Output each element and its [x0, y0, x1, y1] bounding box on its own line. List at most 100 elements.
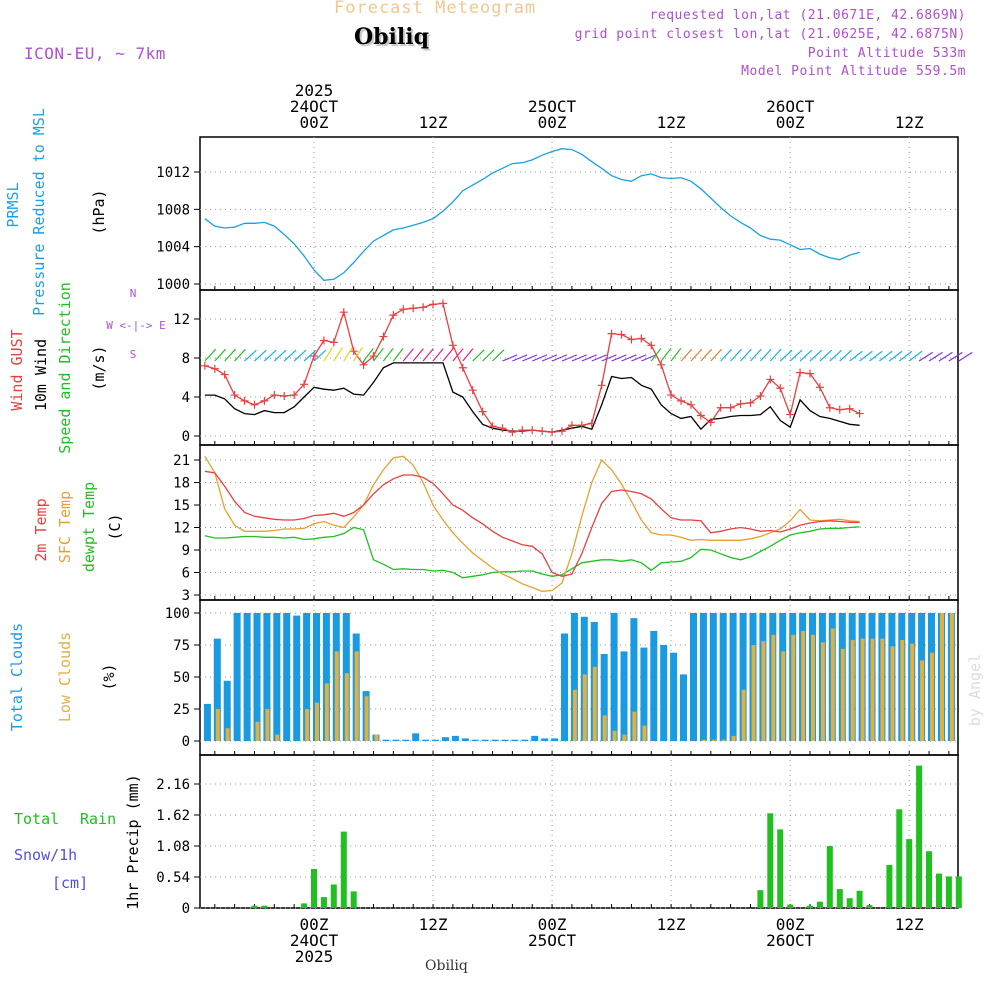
total-cloud-bar — [670, 652, 678, 741]
total-cloud-bar — [293, 615, 301, 741]
wind-gust-axis-label: Wind GUST — [8, 329, 26, 410]
wind-direction-axis-label: Speed and Direction — [56, 282, 74, 454]
wind-gust-line-marker — [677, 396, 686, 405]
y-tick-label: 8 — [182, 351, 190, 367]
wind-gust-line-marker — [200, 361, 209, 370]
y-tick-label: 1008 — [156, 202, 190, 218]
precip-rain-label: Rain — [80, 810, 116, 828]
low-cloud-bar — [890, 646, 895, 741]
total-cloud-bar — [739, 613, 747, 741]
wind-direction-arrow — [343, 347, 353, 362]
total-cloud-bar — [729, 613, 737, 741]
low-cloud-bar — [751, 645, 756, 741]
time-axis-label: 2025 — [295, 947, 334, 966]
wind-direction-arrow — [482, 349, 495, 362]
wind-direction-arrow — [333, 347, 343, 362]
wind-direction-arrow — [392, 347, 404, 362]
low-cloud-bar — [870, 638, 875, 741]
rain-bar — [846, 898, 853, 908]
time-axis-label: 00Z — [538, 113, 567, 132]
y-tick-label: 1.62 — [156, 808, 190, 824]
wind-gust-line-marker — [310, 352, 318, 361]
wind-gust-line-marker — [706, 418, 715, 427]
y-tick-label: 0 — [182, 429, 190, 445]
rain-bar — [777, 829, 784, 908]
total-cloud-bar — [303, 613, 311, 741]
wind-direction-arrow — [710, 348, 723, 362]
wind-direction-arrow — [313, 349, 327, 362]
wind-direction-arrow — [402, 348, 414, 362]
wind-gust-line-marker — [657, 360, 666, 369]
low-cloud-bar — [215, 709, 220, 741]
total-cloud-bar — [322, 613, 330, 741]
time-axis-label: 00Z — [776, 113, 805, 132]
wind-gust-line-marker — [478, 407, 487, 416]
y-tick-label: 25 — [173, 702, 190, 718]
wind-direction-arrow — [799, 349, 813, 362]
time-axis-label: 24OCT — [290, 931, 339, 950]
dewpoint-line — [204, 526, 860, 579]
y-tick-label: 1004 — [156, 240, 190, 256]
wind-gust-line-marker — [587, 419, 596, 428]
time-axis-label: 25OCT — [528, 931, 577, 950]
low-cloud-bar — [781, 651, 786, 741]
y-tick-label: 1000 — [156, 277, 190, 293]
rain-bar — [936, 873, 942, 908]
low-cloud-bar — [761, 641, 766, 741]
wind-direction-arrow — [522, 354, 538, 362]
wind-direction-arrow — [750, 348, 762, 362]
wind-direction-arrow — [898, 350, 913, 362]
wind-direction-arrow — [948, 351, 963, 362]
wind-direction-arrow — [373, 347, 384, 362]
wind-gust-line-marker — [419, 303, 428, 312]
total-cloud-bar — [610, 613, 618, 741]
wind-direction-arrow — [382, 347, 394, 362]
wind-direction-arrow — [740, 348, 752, 362]
wind-direction-arrow — [759, 348, 772, 362]
rain-bar — [896, 809, 903, 908]
y-tick-label: 1012 — [156, 165, 190, 181]
low-cloud-bar — [592, 666, 597, 741]
total-cloud-bar — [690, 613, 697, 741]
rain-bar — [311, 869, 317, 908]
low-cloud-bar — [632, 711, 637, 741]
total-cloud-bar — [630, 618, 638, 741]
y-tick-label: 0.54 — [156, 870, 190, 886]
wind-gust-line-marker — [280, 392, 289, 401]
wind-direction-arrow — [829, 349, 843, 362]
wind-direction-arrow — [621, 354, 637, 362]
low-cloud-bar — [791, 634, 796, 741]
low-cloud-bar — [820, 642, 825, 741]
wind-direction-arrow — [244, 349, 257, 362]
total-cloud-bar — [620, 651, 628, 741]
rain-bar — [330, 884, 337, 908]
wind-direction-arrow — [879, 350, 893, 362]
wind-direction-arrow — [442, 348, 454, 362]
low-cloud-bar — [880, 638, 885, 741]
wind-direction-arrow — [532, 354, 548, 362]
wind-direction-arrow — [938, 351, 953, 362]
dewpoint-axis-label: dewpt Temp — [80, 482, 98, 572]
rain-bar — [916, 765, 923, 908]
total-cloud-bar — [223, 680, 231, 741]
wind-direction-arrow — [412, 348, 424, 362]
wind-gust-line-marker — [627, 335, 636, 344]
total-cloud-bar — [402, 739, 410, 741]
total-cloud-bar — [422, 739, 430, 741]
wind-direction-arrow — [303, 349, 317, 362]
wind-gust-line-marker — [329, 338, 338, 347]
low-cloud-bar — [602, 715, 607, 741]
wind-gust-line-marker — [290, 391, 299, 400]
wind-gust-line-marker — [567, 421, 576, 430]
time-axis-label: 12Z — [657, 915, 686, 934]
total-clouds-axis-label: Total Clouds — [8, 623, 26, 731]
wind-gust-line-marker — [468, 386, 477, 395]
total-cloud-bar — [213, 638, 221, 741]
wind-direction-arrow — [631, 354, 647, 362]
wind-gust-line-marker — [647, 341, 656, 350]
low-cloud-bar — [721, 739, 726, 741]
wind-direction-arrow — [422, 348, 434, 362]
wind-direction-arrow — [363, 347, 374, 362]
y-tick-label: 4 — [182, 390, 190, 406]
compass-west-east: W <-|-> E — [106, 319, 166, 332]
